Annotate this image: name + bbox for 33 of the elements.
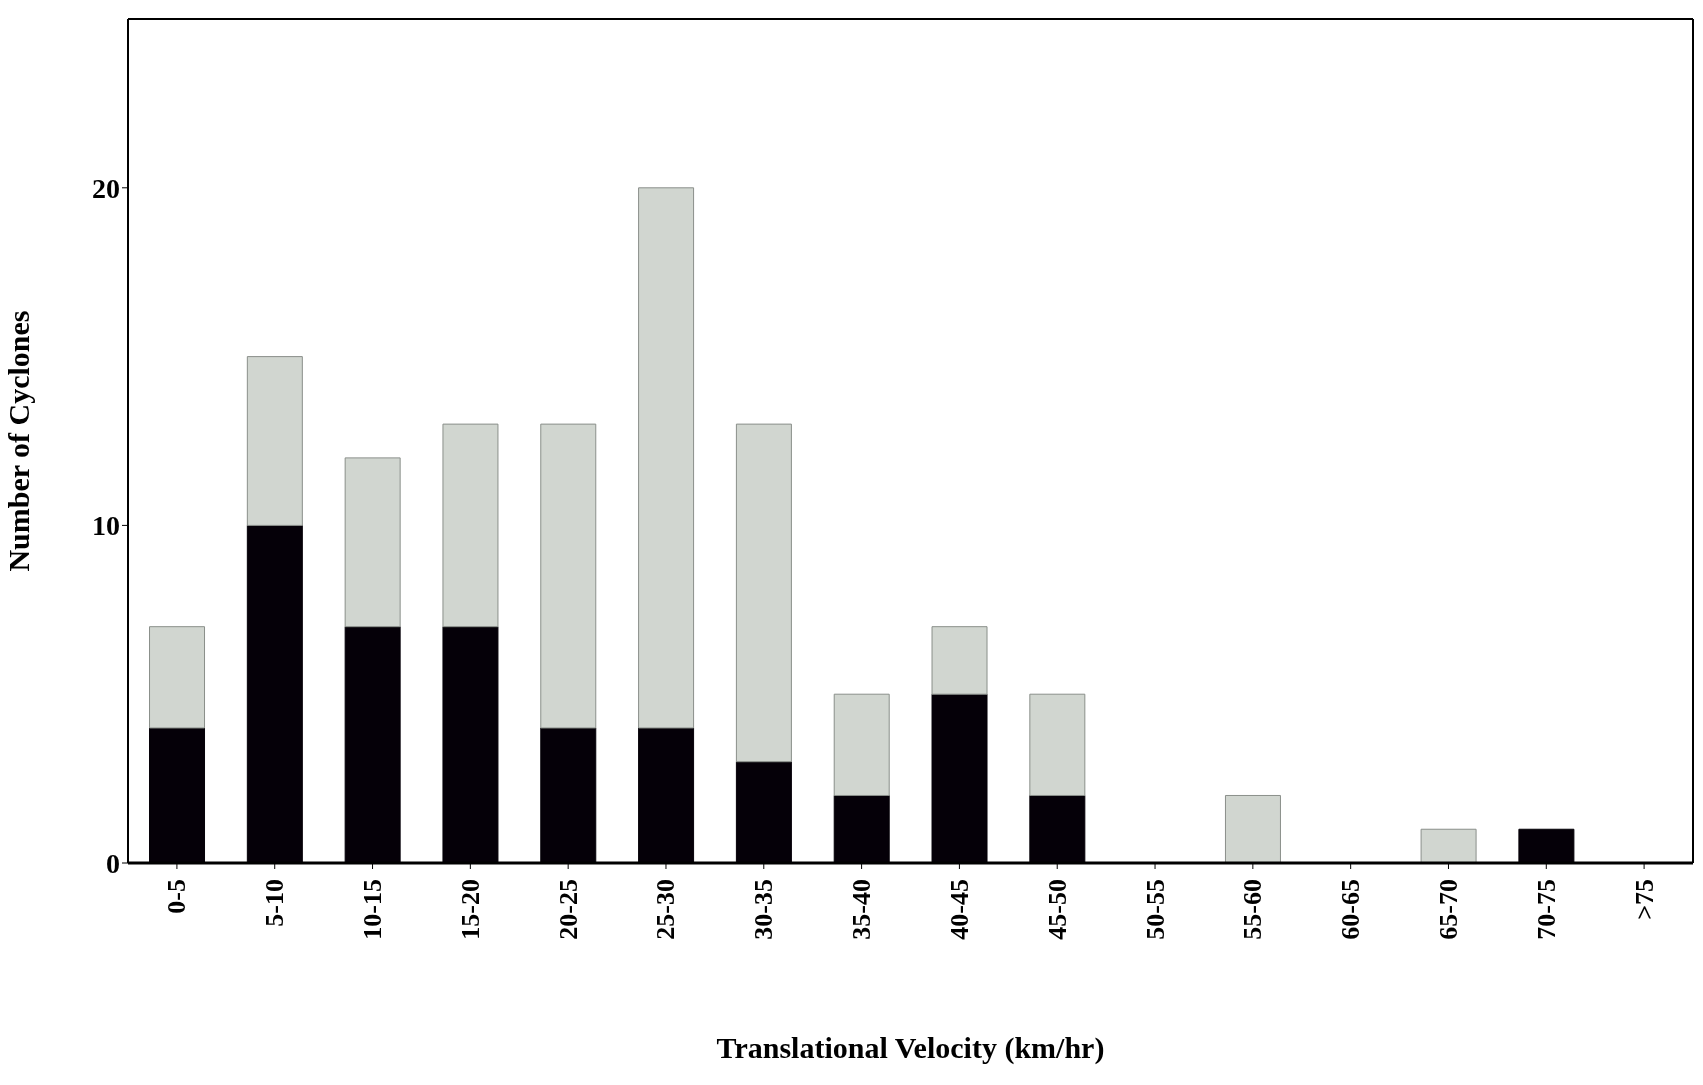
x-tick-label: 25-30 xyxy=(651,879,681,940)
x-tick-label: 35-40 xyxy=(847,879,877,940)
bar xyxy=(540,423,597,729)
bar xyxy=(344,457,401,628)
y-tick-label: 20 xyxy=(92,172,120,204)
x-tick-label: 5-10 xyxy=(260,879,290,927)
x-tick-label: 20-25 xyxy=(553,879,583,940)
x-tick-label: 30-35 xyxy=(749,879,779,940)
bar xyxy=(149,626,206,729)
x-tick-label: 55-60 xyxy=(1238,879,1268,940)
x-tick-label: 50-55 xyxy=(1140,879,1170,940)
bar xyxy=(1420,828,1477,863)
bar xyxy=(735,423,792,763)
x-axis-title: Translational Velocity (km/hr) xyxy=(716,1031,1105,1065)
bar xyxy=(1224,794,1281,863)
bar xyxy=(931,626,988,695)
x-tick-label: 0-5 xyxy=(162,879,192,914)
x-tick-label: 65-70 xyxy=(1433,879,1463,940)
x-tick-label: >75 xyxy=(1629,879,1659,920)
x-tick-label: 15-20 xyxy=(455,879,485,940)
x-tick-label: 10-15 xyxy=(358,879,388,940)
y-tick-label: 10 xyxy=(92,510,120,542)
bar xyxy=(638,187,695,729)
x-tick-label: 60-65 xyxy=(1336,879,1366,940)
bar xyxy=(833,693,890,796)
y-tick-label: 0 xyxy=(106,847,120,879)
x-tick-label: 70-75 xyxy=(1531,879,1561,940)
bar xyxy=(442,423,499,628)
x-tick-label: 45-50 xyxy=(1042,879,1072,940)
bar xyxy=(1029,693,1086,796)
y-axis-title: Number of Cyclones xyxy=(1,310,35,572)
bar xyxy=(246,356,303,526)
x-tick-label: 40-45 xyxy=(944,879,974,940)
